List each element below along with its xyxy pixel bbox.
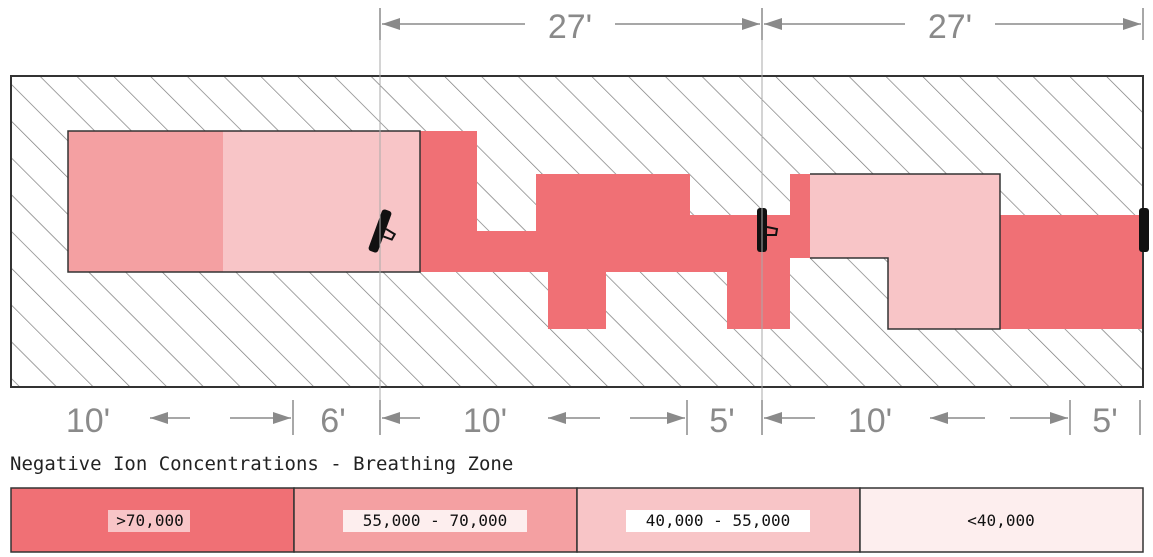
zone-40-55k-right xyxy=(810,174,1000,329)
zone-gt70k-right-start xyxy=(760,174,810,329)
legend-label: 40,000 - 55,000 xyxy=(646,511,791,530)
legend-label: <40,000 xyxy=(967,511,1034,530)
zone-gt70k-middle xyxy=(420,131,760,329)
ionizer-icon xyxy=(1139,208,1149,252)
zone-outline-right xyxy=(810,173,1001,330)
legend: >70,000 55,000 - 70,000 40,000 - 55,000 … xyxy=(10,487,1144,553)
legend-label-bg xyxy=(108,510,190,532)
bottom-dimensions xyxy=(150,400,1141,435)
legend-label: 55,000 - 70,000 xyxy=(363,511,508,530)
zone-gt70k-right xyxy=(1000,215,1143,329)
legend-label-bg xyxy=(626,510,810,532)
top-dimension-label: 27' xyxy=(928,8,972,46)
legend-swatch-lt40k xyxy=(859,487,1144,553)
bottom-dimension-label: 10' xyxy=(848,402,892,440)
zone-55-70k xyxy=(68,131,223,272)
extension-lines xyxy=(379,40,763,435)
legend-label: >70,000 xyxy=(116,511,183,530)
bottom-dimension-label: 6' xyxy=(320,402,345,440)
room-plan xyxy=(10,75,1149,388)
diagram-title: Negative Ion Concentrations - Breathing … xyxy=(10,453,513,475)
top-dimension-label: 27' xyxy=(548,8,592,46)
bottom-dimension-label: 5' xyxy=(709,402,734,440)
zone-outline-left xyxy=(67,130,421,273)
bottom-dimension-label: 10' xyxy=(463,402,507,440)
zone-40-55k xyxy=(223,131,420,272)
bottom-dimension-label: 10' xyxy=(66,402,110,440)
legend-label-bg xyxy=(343,510,527,532)
top-dimensions xyxy=(379,8,1144,40)
bottom-dimension-label: 5' xyxy=(1092,402,1117,440)
